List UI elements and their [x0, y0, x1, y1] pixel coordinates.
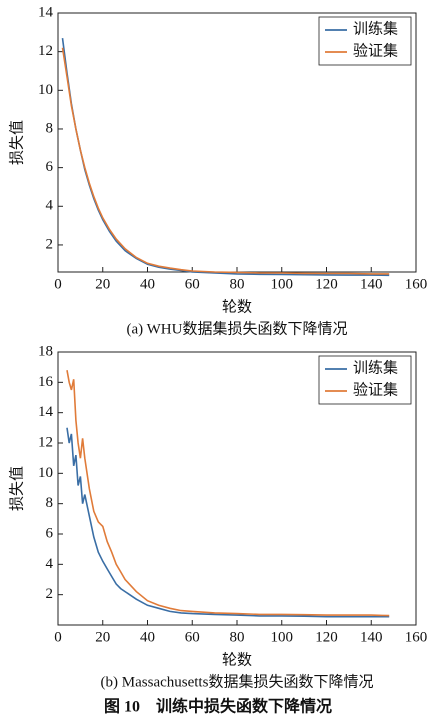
- x-tick-label: 140: [360, 276, 383, 292]
- y-axis-label: 损失值: [8, 120, 25, 165]
- legend-label: 验证集: [353, 381, 398, 398]
- y-tick-label: 12: [38, 434, 53, 450]
- x-tick-label: 80: [230, 629, 245, 645]
- legend-label: 训练集: [353, 359, 398, 376]
- figure-caption: 图 10 训练中损失函数下降情况: [104, 697, 332, 716]
- x-tick-label: 40: [140, 629, 155, 645]
- chart-title: (a) WHU数据集损失函数下降情况: [127, 320, 348, 337]
- y-tick-label: 4: [46, 556, 54, 572]
- series-line: [66, 427, 390, 618]
- x-tick-label: 120: [315, 276, 338, 292]
- x-axis-label: 轮数: [222, 298, 252, 315]
- x-tick-label: 120: [315, 629, 338, 645]
- y-tick-label: 8: [46, 495, 54, 511]
- y-tick-label: 2: [46, 236, 54, 252]
- y-tick-label: 12: [38, 43, 53, 59]
- y-tick-label: 4: [46, 198, 54, 214]
- chart-title: (b) Massachusetts数据集损失函数下降情况: [101, 673, 374, 690]
- x-tick-label: 20: [95, 629, 110, 645]
- y-tick-label: 14: [38, 404, 54, 420]
- x-tick-label: 140: [360, 629, 383, 645]
- legend-label: 验证集: [353, 42, 398, 59]
- y-axis-label: 损失值: [8, 466, 25, 511]
- y-tick-label: 10: [38, 82, 53, 98]
- series-line: [61, 47, 390, 275]
- y-tick-label: 16: [38, 374, 54, 390]
- y-tick-label: 6: [46, 525, 54, 541]
- x-tick-label: 160: [405, 629, 428, 645]
- x-tick-label: 0: [54, 629, 62, 645]
- x-tick-label: 0: [54, 276, 62, 292]
- legend-box: [318, 355, 412, 405]
- x-tick-label: 40: [140, 276, 155, 292]
- y-tick-label: 14: [38, 4, 54, 20]
- y-tick-label: 8: [46, 120, 54, 136]
- series-line: [61, 37, 390, 277]
- x-tick-label: 60: [185, 276, 200, 292]
- y-tick-label: 18: [38, 343, 53, 359]
- x-axis-label: 轮数: [222, 651, 252, 668]
- x-tick-label: 80: [230, 276, 245, 292]
- legend-box: [318, 16, 412, 66]
- x-tick-label: 20: [95, 276, 110, 292]
- x-tick-label: 100: [271, 276, 294, 292]
- y-tick-label: 6: [46, 159, 54, 175]
- x-tick-label: 160: [405, 276, 428, 292]
- y-tick-label: 2: [46, 586, 54, 602]
- y-tick-label: 10: [38, 465, 53, 481]
- legend-label: 训练集: [353, 20, 398, 37]
- x-tick-label: 100: [271, 629, 294, 645]
- series-line: [66, 370, 390, 617]
- x-tick-label: 60: [185, 629, 200, 645]
